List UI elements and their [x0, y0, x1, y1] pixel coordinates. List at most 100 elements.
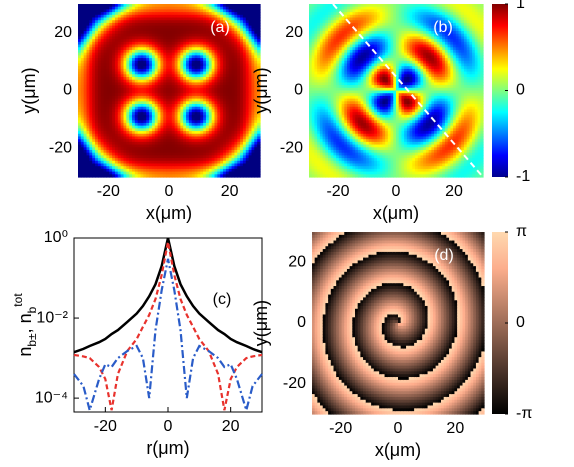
- heatmap-cell: [237, 76, 241, 81]
- heatmap-cell: [146, 171, 150, 175]
- heatmap-cell: [120, 25, 125, 29]
- heatmap-cell: [78, 114, 82, 119]
- heatmap-cell: [211, 58, 216, 62]
- heatmap-cell: [151, 133, 156, 138]
- heatmap-cell: [333, 58, 337, 62]
- heatmap-cell: [257, 39, 261, 43]
- heatmap-cell: [126, 120, 130, 124]
- heatmap-cell: [317, 133, 321, 138]
- heatmap-cell: [211, 17, 216, 21]
- heatmap-cell: [149, 131, 153, 135]
- heatmap-cell: [120, 147, 125, 151]
- heatmap-cell: [103, 141, 108, 146]
- heatmap-cell: [183, 14, 187, 19]
- heatmap-cell: [112, 63, 116, 67]
- heatmap-cell: [126, 76, 130, 81]
- heatmap-cell: [194, 68, 199, 73]
- heatmap-cell: [160, 41, 164, 46]
- heatmap-cell: [86, 133, 90, 138]
- heatmap-cell: [336, 128, 340, 132]
- heatmap-cell: [106, 79, 110, 83]
- heatmap-cell: [231, 90, 236, 94]
- heatmap-cell: [200, 168, 204, 173]
- heatmap-cell: [80, 144, 85, 148]
- heatmap-cell: [180, 20, 184, 24]
- heatmap-cell: [234, 87, 238, 92]
- heatmap-cell: [203, 41, 207, 46]
- heatmap-cell: [217, 128, 221, 132]
- heatmap-cell: [180, 109, 184, 113]
- heatmap-cell: [97, 4, 102, 8]
- heatmap-cell: [237, 79, 241, 83]
- heatmap-cell: [103, 20, 108, 24]
- heatmap-cell: [97, 141, 102, 146]
- heatmap-cell: [240, 104, 244, 108]
- heatmap-cell: [92, 95, 96, 100]
- heatmap-cell: [157, 28, 162, 32]
- heatmap-cell: [214, 101, 218, 105]
- heatmap-cell: [319, 155, 324, 159]
- heatmap-cell: [106, 125, 110, 129]
- heatmap-cell: [180, 98, 184, 102]
- heatmap-cell: [169, 66, 173, 70]
- heatmap-cell: [191, 152, 196, 156]
- heatmap-cell: [203, 106, 207, 111]
- heatmap-cell: [154, 44, 159, 48]
- heatmap-cell: [228, 60, 233, 65]
- heatmap-cell: [117, 20, 122, 24]
- heatmap-cell: [319, 98, 324, 102]
- heatmap-cell: [194, 36, 199, 40]
- heatmap-cell: [146, 101, 150, 105]
- heatmap-cell: [177, 166, 181, 170]
- heatmap-cell: [248, 4, 253, 8]
- heatmap-cell: [117, 52, 122, 56]
- heatmap-cell: [220, 71, 224, 75]
- heatmap-cell: [92, 117, 96, 121]
- heatmap-cell: [341, 109, 345, 113]
- heatmap-cell: [197, 158, 201, 162]
- heatmap-cell: [328, 147, 332, 151]
- heatmap-cell: [336, 79, 340, 83]
- heatmap-cell: [309, 87, 313, 92]
- x-tick-label: 20: [221, 183, 239, 200]
- heatmap-cell: [220, 106, 224, 111]
- heatmap-cell: [257, 4, 261, 8]
- heatmap-cell: [309, 71, 313, 75]
- heatmap-cell: [228, 20, 233, 24]
- heatmap-cell: [194, 174, 199, 178]
- heatmap-cell: [338, 163, 343, 167]
- heatmap-cell: [171, 125, 176, 129]
- heatmap-cell: [146, 139, 150, 143]
- heatmap-cell: [80, 95, 85, 100]
- heatmap-cell: [180, 149, 184, 154]
- heatmap-cell: [200, 163, 204, 167]
- heatmap-cell: [225, 71, 230, 75]
- heatmap-cell: [126, 152, 130, 156]
- heatmap-cell: [180, 131, 184, 135]
- heatmap-cell: [157, 90, 162, 94]
- heatmap-cell: [257, 6, 261, 11]
- heatmap-cell: [245, 117, 250, 121]
- heatmap-cell: [211, 60, 216, 65]
- heatmap-cell: [242, 47, 247, 51]
- heatmap-cell: [197, 44, 201, 48]
- heatmap-cell: [132, 4, 136, 8]
- heatmap-cell: [309, 41, 313, 46]
- heatmap-cell: [242, 152, 247, 156]
- heatmap-cell: [214, 163, 218, 167]
- heatmap-cell: [78, 117, 82, 121]
- heatmap-cell: [217, 160, 221, 165]
- heatmap-cell: [126, 82, 130, 86]
- heatmap-cell: [123, 85, 127, 89]
- heatmap-cell: [134, 6, 139, 11]
- heatmap-cell: [183, 152, 187, 156]
- heatmap-cell: [338, 149, 343, 154]
- heatmap-cell: [80, 36, 85, 40]
- heatmap-cell: [154, 74, 159, 78]
- heatmap-cell: [319, 58, 324, 62]
- heatmap-cell: [319, 131, 324, 135]
- heatmap-cell: [317, 17, 321, 21]
- heatmap-cell: [134, 93, 139, 97]
- heatmap-cell: [177, 136, 181, 140]
- heatmap-cell: [177, 122, 181, 127]
